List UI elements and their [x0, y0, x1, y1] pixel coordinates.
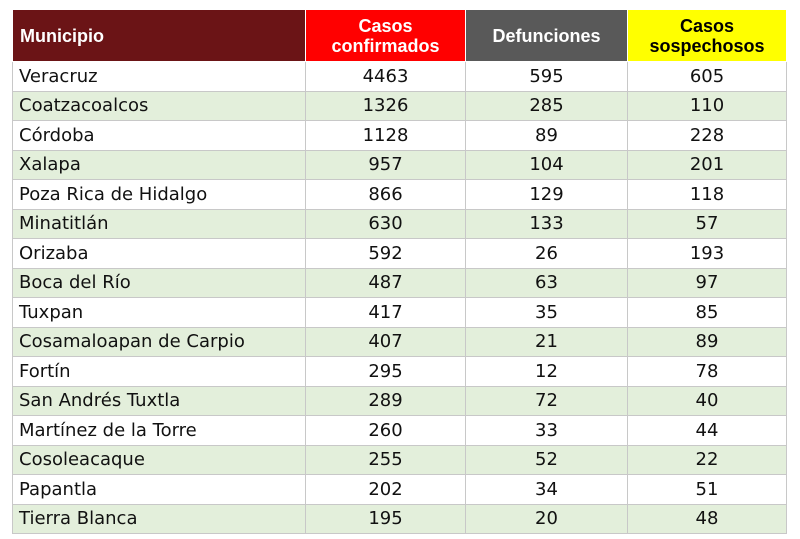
- header-municipio: Municipio: [12, 9, 306, 62]
- header-sospechosos-line1: Casos: [679, 15, 735, 36]
- cell-casos-confirmados: 1326: [305, 90, 466, 121]
- cell-defunciones: 285: [465, 90, 628, 121]
- cell-casos-sospechosos: 78: [627, 356, 787, 387]
- cell-defunciones: 35: [465, 297, 628, 328]
- cell-casos-sospechosos: 22: [627, 444, 787, 475]
- cell-casos-sospechosos: 97: [627, 267, 787, 298]
- cell-defunciones: 12: [465, 356, 628, 387]
- cell-municipio: Xalapa: [12, 149, 306, 180]
- cell-casos-sospechosos: 57: [627, 208, 787, 239]
- cell-defunciones: 52: [465, 444, 628, 475]
- header-sospechosos-line2: sospechosos: [649, 35, 765, 56]
- cell-casos-confirmados: 866: [305, 179, 466, 210]
- cell-casos-confirmados: 592: [305, 238, 466, 269]
- header-confirmados-line1: Casos: [358, 15, 413, 36]
- cell-municipio: Coatzacoalcos: [12, 90, 306, 121]
- table-row: Cosamaloapan de Carpio 407 21 89: [12, 326, 787, 357]
- cell-casos-confirmados: 487: [305, 267, 466, 298]
- cell-casos-sospechosos: 40: [627, 385, 787, 416]
- table-header-row: Municipio Casos confirmados Defunciones …: [12, 9, 787, 62]
- header-confirmados-line2: confirmados: [331, 35, 440, 56]
- cell-municipio: Tuxpan: [12, 297, 306, 328]
- cell-municipio: Córdoba: [12, 120, 306, 151]
- header-casos-sospechosos: Casos sospechosos: [627, 9, 787, 62]
- cell-municipio: Fortín: [12, 356, 306, 387]
- cell-casos-confirmados: 295: [305, 356, 466, 387]
- cell-municipio: Boca del Río: [12, 267, 306, 298]
- table-row: Xalapa 957 104 201: [12, 149, 787, 180]
- cell-defunciones: 104: [465, 149, 628, 180]
- cell-defunciones: 21: [465, 326, 628, 357]
- table-row: Fortín 295 12 78: [12, 356, 787, 387]
- cell-defunciones: 133: [465, 208, 628, 239]
- cell-casos-confirmados: 417: [305, 297, 466, 328]
- cell-defunciones: 20: [465, 503, 628, 534]
- cell-casos-sospechosos: 193: [627, 238, 787, 269]
- table-row: San Andrés Tuxtla 289 72 40: [12, 385, 787, 416]
- cell-casos-sospechosos: 118: [627, 179, 787, 210]
- cell-casos-confirmados: 255: [305, 444, 466, 475]
- cell-casos-confirmados: 195: [305, 503, 466, 534]
- cell-casos-sospechosos: 89: [627, 326, 787, 357]
- cell-casos-sospechosos: 51: [627, 474, 787, 505]
- cell-municipio: Papantla: [12, 474, 306, 505]
- cell-municipio: Cosamaloapan de Carpio: [12, 326, 306, 357]
- cell-municipio: Tierra Blanca: [12, 503, 306, 534]
- cases-table-container: Municipio Casos confirmados Defunciones …: [12, 9, 787, 534]
- cell-municipio: Minatitlán: [12, 208, 306, 239]
- cell-defunciones: 129: [465, 179, 628, 210]
- cell-defunciones: 72: [465, 385, 628, 416]
- table-row: Tuxpan 417 35 85: [12, 297, 787, 328]
- table-row: Coatzacoalcos 1326 285 110: [12, 90, 787, 121]
- cell-municipio: Veracruz: [12, 61, 306, 92]
- cell-casos-confirmados: 289: [305, 385, 466, 416]
- table-row: Veracruz 4463 595 605: [12, 61, 787, 92]
- cell-casos-confirmados: 1128: [305, 120, 466, 151]
- cell-casos-confirmados: 957: [305, 149, 466, 180]
- cell-municipio: Orizaba: [12, 238, 306, 269]
- cell-defunciones: 595: [465, 61, 628, 92]
- cases-table: Municipio Casos confirmados Defunciones …: [12, 9, 787, 534]
- header-defunciones: Defunciones: [465, 9, 628, 62]
- cell-casos-sospechosos: 110: [627, 90, 787, 121]
- table-row: Córdoba 1128 89 228: [12, 120, 787, 151]
- cell-casos-confirmados: 407: [305, 326, 466, 357]
- cell-defunciones: 26: [465, 238, 628, 269]
- cell-municipio: Cosoleacaque: [12, 444, 306, 475]
- table-row: Tierra Blanca 195 20 48: [12, 503, 787, 534]
- cell-defunciones: 33: [465, 415, 628, 446]
- cell-casos-confirmados: 630: [305, 208, 466, 239]
- table-body: Veracruz 4463 595 605 Coatzacoalcos 1326 285 11…: [12, 61, 787, 534]
- cell-defunciones: 89: [465, 120, 628, 151]
- cell-defunciones: 63: [465, 267, 628, 298]
- cell-municipio: Martínez de la Torre: [12, 415, 306, 446]
- table-row: Boca del Río 487 63 97: [12, 267, 787, 298]
- cell-casos-confirmados: 4463: [305, 61, 466, 92]
- cell-casos-sospechosos: 85: [627, 297, 787, 328]
- cell-casos-sospechosos: 44: [627, 415, 787, 446]
- cell-casos-sospechosos: 605: [627, 61, 787, 92]
- table-row: Minatitlán 630 133 57: [12, 208, 787, 239]
- table-row: Cosoleacaque 255 52 22: [12, 444, 787, 475]
- cell-casos-sospechosos: 228: [627, 120, 787, 151]
- cell-defunciones: 34: [465, 474, 628, 505]
- header-casos-confirmados: Casos confirmados: [305, 9, 466, 62]
- cell-casos-sospechosos: 201: [627, 149, 787, 180]
- table-row: Martínez de la Torre 260 33 44: [12, 415, 787, 446]
- table-row: Papantla 202 34 51: [12, 474, 787, 505]
- cell-casos-confirmados: 260: [305, 415, 466, 446]
- table-row: Orizaba 592 26 193: [12, 238, 787, 269]
- cell-casos-confirmados: 202: [305, 474, 466, 505]
- cell-casos-sospechosos: 48: [627, 503, 787, 534]
- table-row: Poza Rica de Hidalgo 866 129 118: [12, 179, 787, 210]
- cell-municipio: Poza Rica de Hidalgo: [12, 179, 306, 210]
- cell-municipio: San Andrés Tuxtla: [12, 385, 306, 416]
